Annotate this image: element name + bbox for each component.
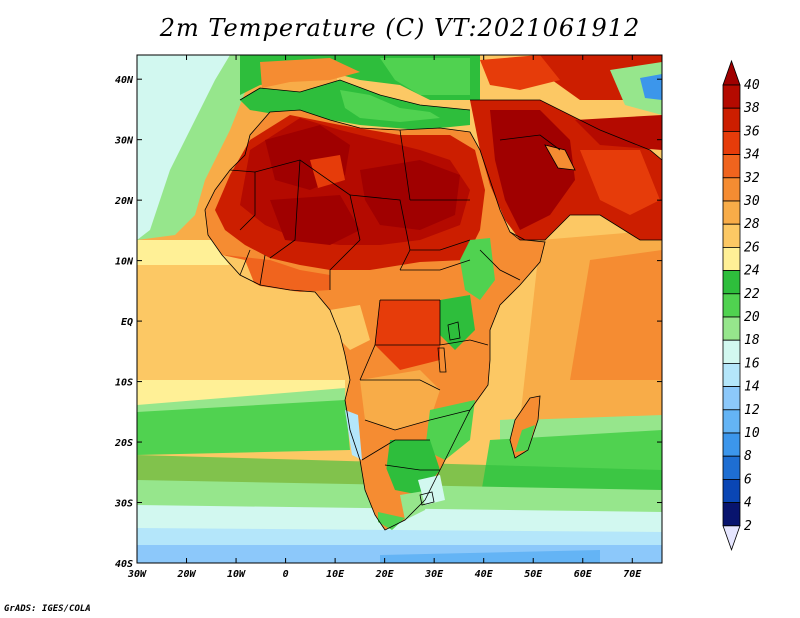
colorbar-label: 20 [744, 310, 760, 325]
colorbar-label: 10 [744, 426, 760, 441]
colorbar-bin [722, 200, 741, 225]
lat-tick-label: 40S [115, 559, 133, 570]
lon-tick-label: 10W [227, 569, 246, 580]
colorbar-label: 22 [744, 287, 760, 302]
colorbar-label: 28 [744, 217, 760, 232]
colorbar-label: 4 [744, 496, 752, 511]
lon-tick-label: 40E [475, 569, 494, 580]
colorbar-min-triangle [722, 525, 741, 551]
colorbar-label: 38 [743, 101, 760, 116]
colorbar-label: 36 [743, 124, 760, 139]
colorbar-label: 12 [744, 403, 760, 418]
colorbar-bin [722, 339, 741, 364]
lon-tick-label: 70E [623, 569, 642, 580]
colorbar-bin [722, 386, 741, 411]
colorbar: 40 38 36 34 32 30 28 26 24 22 20 18 16 14 12 10 8 6 4 2 [722, 59, 760, 551]
lon-tick-label: 10E [326, 569, 345, 580]
lat-tick-label: 10S [115, 378, 133, 389]
lat-tick-label: 10N [115, 257, 134, 268]
lon-tick-label: 30W [127, 569, 147, 580]
colorbar-bin [722, 154, 741, 179]
grads-credit: GrADS: IGES/COLA [4, 604, 91, 614]
colorbar-bin [722, 293, 741, 318]
colorbar-max-triangle [722, 59, 741, 86]
colorbar-bin [722, 107, 741, 132]
plot-frame [136, 54, 663, 564]
colorbar-label: 18 [744, 333, 760, 348]
colorbar-label: 40 [744, 78, 760, 93]
colorbar-bin [722, 130, 741, 155]
lon-tick-label: 20W [176, 569, 196, 580]
lat-tick-label: 40N [115, 75, 134, 86]
colorbar-bin [722, 177, 741, 202]
colorbar-label: 8 [744, 449, 752, 464]
lat-tick-label: 20N [114, 196, 134, 207]
lat-tick-label: EQ [121, 317, 133, 328]
colorbar-label: 14 [744, 380, 760, 395]
colorbar-bin [722, 316, 741, 341]
colorbar-label: 30 [743, 194, 760, 209]
madagascar [510, 396, 540, 458]
lon-tick-label: 30E [424, 569, 444, 580]
colorbar-label: 26 [744, 240, 760, 255]
colorbar-bin [722, 409, 741, 434]
lon-tick-label: 50E [524, 569, 543, 580]
colorbar-bin [722, 362, 741, 387]
lat-tick-label: 20S [114, 438, 133, 449]
lat-tick-label: 30N [114, 136, 134, 147]
colorbar-label: 34 [743, 148, 760, 163]
lon-tick-label: 20E [375, 569, 395, 580]
colorbar-label: 32 [743, 171, 760, 186]
colorbar-bin [722, 432, 741, 457]
colorbar-label: 24 [744, 264, 760, 279]
colorbar-bin [722, 246, 741, 271]
colorbar-bin [722, 455, 741, 480]
lat-tick-label: 30S [114, 499, 133, 510]
boundaries [204, 79, 662, 531]
colorbar-label: 16 [744, 356, 760, 371]
colorbar-bin [722, 84, 741, 109]
axis-ticks: 30W 20W 10W 0 10E 20E 30E 40E 50E 60E 70E 40N 30N 20N… [114, 55, 662, 580]
lon-tick-label: 0 [283, 569, 289, 580]
lon-tick-label: 60E [574, 569, 593, 580]
colorbar-label: 2 [744, 519, 752, 534]
colorbar-bin [722, 478, 741, 503]
colorbar-label: 6 [744, 472, 752, 487]
colorbar-bin [722, 270, 741, 295]
colorbar-bin [722, 502, 741, 527]
colorbar-bin [722, 223, 741, 248]
field-layer [137, 55, 662, 563]
map-title: 2m Temperature (C) VT:2021061912 [159, 14, 641, 42]
